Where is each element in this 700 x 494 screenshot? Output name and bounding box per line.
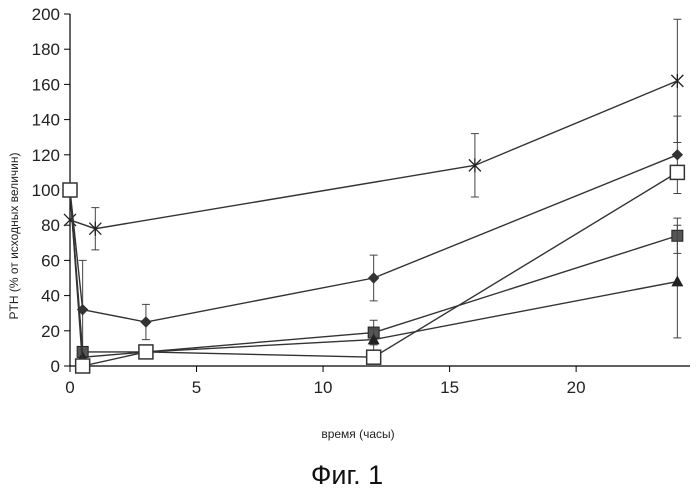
- series-line: [69, 80, 678, 230]
- y-tick-label: 160: [32, 75, 60, 94]
- axes: [69, 14, 690, 367]
- data-point-diamond: [367, 272, 380, 284]
- y-tick-label: 0: [51, 357, 60, 376]
- data-point-open-square: [74, 358, 91, 374]
- data-point-diamond: [671, 149, 684, 161]
- x-tick-label: 20: [567, 378, 586, 397]
- data-point-triangle: [367, 333, 380, 345]
- data-point-triangle: [671, 275, 684, 287]
- series-layer: [62, 18, 686, 374]
- y-tick-label: 200: [32, 5, 60, 24]
- data-point-open-square: [62, 182, 78, 198]
- y-tick-label: 100: [32, 181, 60, 200]
- series-cross: [63, 18, 684, 251]
- y-tick-label: 40: [41, 287, 60, 306]
- x-tick-label: 15: [440, 378, 459, 397]
- data-point-cross: [670, 73, 684, 88]
- x-axis-title: время (часы): [321, 427, 394, 441]
- figure-caption: Фиг. 1: [311, 460, 383, 490]
- data-point-diamond: [140, 316, 152, 328]
- data-point-open-square: [365, 349, 382, 365]
- data-point-cross: [88, 221, 102, 236]
- x-tick-label: 5: [192, 378, 201, 397]
- x-ticks: 0 5 10 15 20: [65, 366, 586, 397]
- series-open-square: [62, 164, 686, 374]
- y-ticks: 0 20 40 60 80 100 120 140 160 180 200: [32, 5, 70, 376]
- y-axis-title: PTH (% от исходных величин): [7, 153, 21, 320]
- x-tick-label: 10: [314, 378, 333, 397]
- y-tick-label: 20: [41, 322, 60, 341]
- y-tick-label: 120: [32, 146, 60, 165]
- data-point-open-square: [669, 164, 686, 181]
- y-tick-label: 60: [41, 251, 60, 270]
- data-point-cross: [468, 158, 482, 173]
- x-tick-label: 0: [65, 378, 74, 397]
- y-tick-label: 140: [32, 111, 60, 130]
- y-tick-label: 180: [32, 40, 60, 59]
- data-point-open-square: [138, 344, 154, 360]
- y-tick-label: 80: [41, 216, 60, 235]
